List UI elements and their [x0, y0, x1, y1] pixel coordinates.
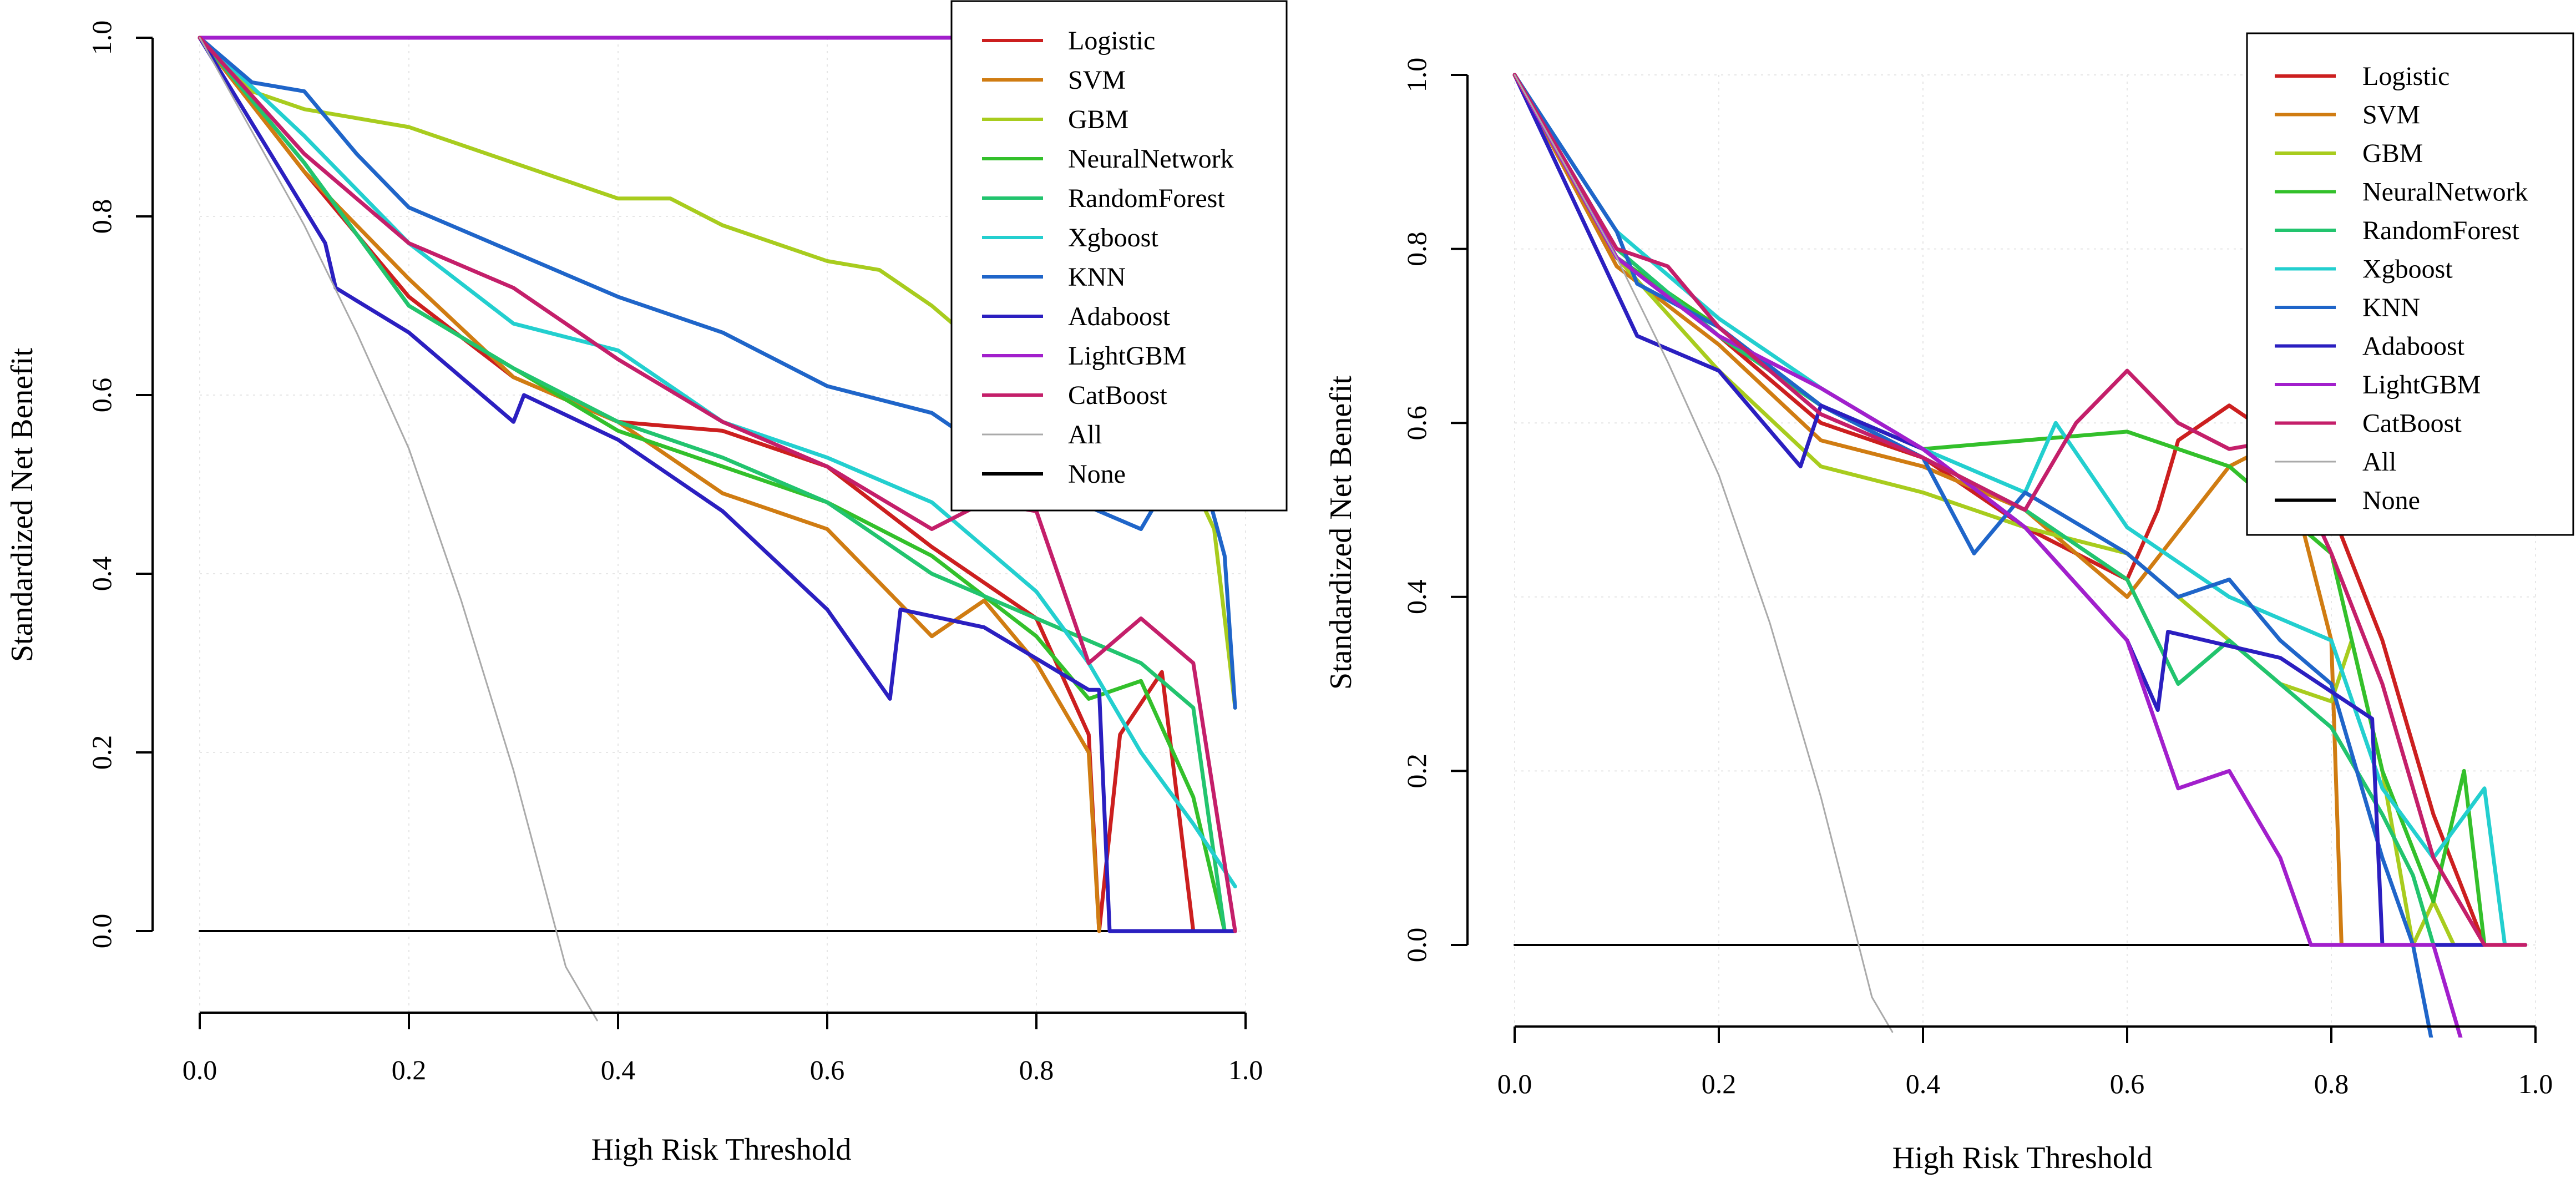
legend-label-lightgbm: LightGBM [2362, 370, 2481, 400]
x-tick-label: 0.2 [1702, 1068, 1737, 1099]
legend-label-all: All [1068, 420, 1102, 449]
legend-label-knn: KNN [1068, 262, 1126, 292]
x-axis-label: High Risk Threshold [591, 1133, 852, 1167]
legend-label-catboost: CatBoost [1068, 381, 1167, 410]
y-axis-label: Standardized Net Benefit [5, 348, 39, 662]
x-tick-label: 0.6 [2110, 1068, 2145, 1099]
y-tick-label: 0.8 [86, 199, 117, 234]
x-tick-label: 0.0 [1497, 1068, 1532, 1099]
panel-left: 0.0 0.2 0.4 0.6 0.8 1.0 0.0 0.2 0.4 0.6 0.8 1.0 Log… [5, 0, 1288, 1167]
x-tick-label: 0.8 [2314, 1068, 2349, 1099]
y-tick-label: 0.4 [1401, 580, 1432, 615]
legend-label-xgboost: Xgboost [2362, 255, 2453, 284]
legend-label-adaboost: Adaboost [2362, 332, 2465, 361]
y-tick-label: 0.8 [1401, 231, 1432, 266]
series-line-xgboost [1512, 73, 2507, 947]
x-tick-label: 0.6 [810, 1054, 845, 1085]
legend-label-svm: SVM [2362, 100, 2420, 130]
legend-label-catboost: CatBoost [2362, 409, 2462, 438]
legend-label-adaboost: Adaboost [1068, 302, 1171, 331]
legend-box [950, 0, 1288, 512]
legend-label-all: All [2362, 447, 2396, 477]
x-tick-label: 0.8 [1019, 1054, 1054, 1085]
x-tick-label: 0.4 [1906, 1068, 1941, 1099]
x-tick-label: 1.0 [2518, 1068, 2553, 1099]
series-line-catboost [198, 36, 1237, 933]
y-tick-label: 0.2 [86, 735, 117, 770]
legend-label-gbm: GBM [2362, 139, 2423, 168]
y-tick-label: 0.6 [86, 378, 117, 413]
series-line-lightgbm [1512, 73, 2463, 1038]
y-tick-label: 0.0 [1401, 928, 1432, 963]
legend-label-knn: KNN [2362, 293, 2420, 322]
legend-label-gbm: GBM [1068, 105, 1128, 134]
y-tick-label: 0.2 [1401, 754, 1432, 788]
legend-label-randomforest: RandomForest [2362, 216, 2519, 245]
series-line-catboost [1512, 73, 2528, 947]
legend-label-neuralnetwork: NeuralNetwork [2362, 178, 2528, 207]
series-line-logistic [1512, 73, 2528, 947]
series-line-randomforest [1512, 73, 2487, 947]
x-tick-label: 0.2 [392, 1054, 427, 1085]
series-line-adaboost [198, 36, 1237, 933]
legend-label-randomforest: RandomForest [1068, 184, 1225, 213]
x-tick-label: 0.4 [601, 1054, 636, 1085]
x-axis-label: High Risk Threshold [1892, 1141, 2153, 1175]
legend-label-neuralnetwork: NeuralNetwork [1068, 144, 1234, 174]
series-line-randomforest [198, 36, 1227, 933]
y-tick-label: 1.0 [1401, 58, 1432, 93]
x-tick-label: 0.0 [183, 1054, 217, 1085]
y-tick-label: 0.0 [86, 914, 117, 949]
series-line-svm [198, 36, 1101, 933]
legend-label-none: None [2362, 486, 2420, 515]
legend-label-xgboost: Xgboost [1068, 223, 1158, 252]
panel-right: 0.0 0.2 0.4 0.6 0.8 1.0 0.0 0.2 0.4 0.6 0.8 1.0 Log… [1324, 32, 2574, 1175]
y-axis-label: Standardized Net Benefit [1324, 376, 1358, 690]
legend-label-none: None [1068, 459, 1126, 489]
legend-label-svm: SVM [1068, 65, 1126, 95]
y-tick-label: 1.0 [86, 21, 117, 55]
legend-box [2246, 32, 2574, 536]
y-tick-label: 0.4 [86, 557, 117, 591]
legend-label-lightgbm: LightGBM [1068, 341, 1186, 371]
series-line-all [1514, 74, 1894, 1033]
legend-label-logistic: Logistic [1068, 26, 1155, 55]
y-tick-label: 0.6 [1401, 406, 1432, 441]
x-tick-label: 1.0 [1228, 1054, 1263, 1085]
series-line-all [199, 37, 598, 1022]
legend-label-logistic: Logistic [2362, 62, 2450, 91]
